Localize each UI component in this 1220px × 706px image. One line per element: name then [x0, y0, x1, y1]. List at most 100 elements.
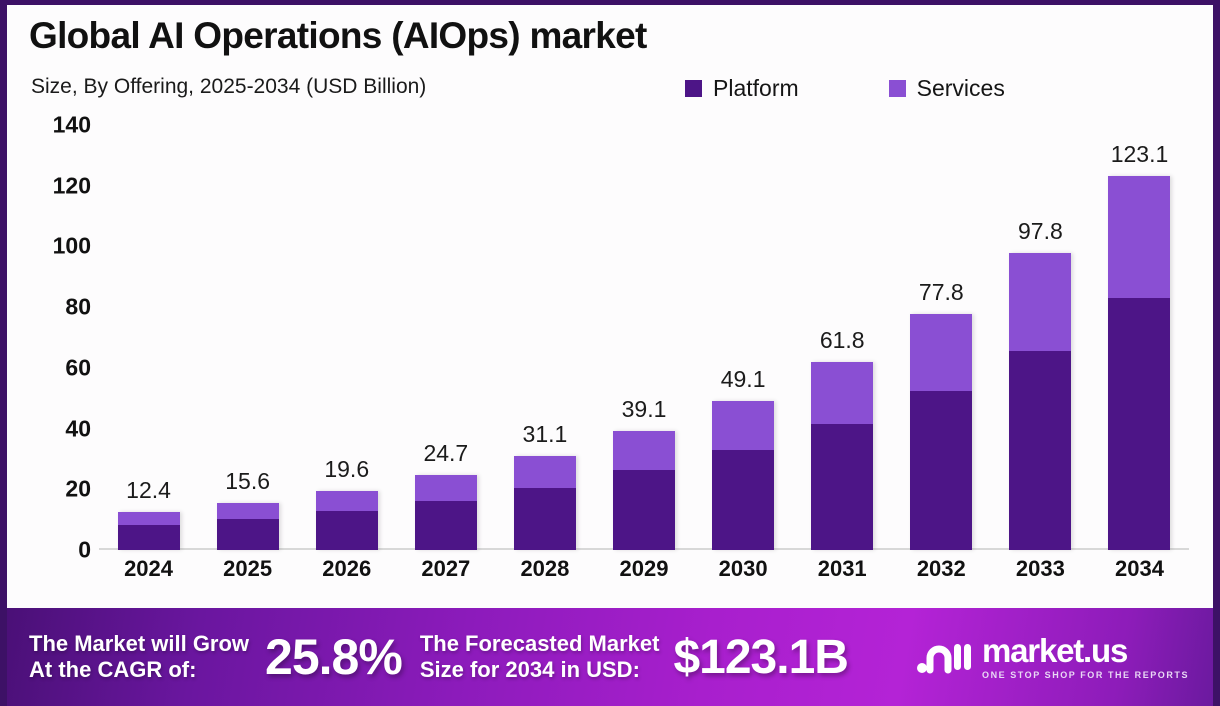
bar-group[interactable]: 31.1	[495, 125, 594, 550]
square-swatch-icon	[888, 80, 906, 97]
y-axis-tick: 40	[65, 415, 91, 442]
summary-banner: The Market will Grow At the CAGR of: 25.…	[7, 608, 1213, 706]
y-axis-tick: 60	[65, 354, 91, 381]
cagr-caption: The Market will Grow At the CAGR of:	[29, 631, 249, 683]
bar-stack[interactable]	[513, 455, 576, 550]
bar-total-label: 77.8	[918, 278, 964, 305]
x-axis-tick: 2025	[223, 556, 273, 581]
brand-logo[interactable]: market.us ONE STOP SHOP FOR THE REPORTS	[916, 634, 1197, 680]
chart-header: Global AI Operations (AIOps) market Size…	[7, 5, 1213, 117]
x-axis-tick: 2027	[421, 556, 471, 581]
chart-subtitle: Size, By Offering, 2025-2034 (USD Billio…	[31, 75, 427, 98]
bar-group[interactable]: 61.8	[793, 125, 892, 550]
logo-text: market.us ONE STOP SHOP FOR THE REPORTS	[982, 634, 1189, 680]
cagr-value: 25.8%	[265, 629, 403, 685]
bar-segment-services[interactable]	[513, 455, 576, 488]
bar-segment-platform[interactable]	[811, 424, 874, 550]
bar-segment-platform[interactable]	[216, 518, 279, 550]
bar-total-label: 12.4	[126, 477, 171, 504]
bar-series-container: 12.4 15.6 19.6 24.7 31.1 39.1 49.1 61.8 77.8 97.8…	[99, 125, 1189, 550]
cagr-caption-line1: The Market will Grow	[29, 631, 250, 657]
bar-segment-services[interactable]	[1108, 176, 1171, 298]
plot-area: 0 20 40 60 80 100 120 140 12.4 15.6 19.6 24.7 31.1 3…	[53, 112, 1189, 563]
bar-stack[interactable]	[1009, 253, 1072, 550]
x-axis-tick: 2033	[1015, 556, 1065, 581]
y-axis-tick: 20	[65, 475, 91, 502]
bar-segment-platform[interactable]	[1009, 350, 1072, 550]
logo-tagline: ONE STOP SHOP FOR THE REPORTS	[982, 670, 1189, 680]
bar-group[interactable]: 77.8	[892, 125, 991, 550]
bar-segment-platform[interactable]	[117, 525, 180, 550]
bar-total-label: 61.8	[819, 327, 865, 354]
legend-label: Services	[916, 75, 1005, 101]
bar-group[interactable]: 39.1	[594, 125, 693, 550]
x-axis-tick: 2034	[1115, 556, 1164, 581]
bar-segment-services[interactable]	[117, 512, 180, 526]
bar-stack[interactable]	[117, 512, 180, 550]
logo-name: market.us	[982, 632, 1128, 669]
y-axis-tick: 140	[52, 111, 91, 138]
bar-segment-platform[interactable]	[910, 391, 973, 550]
page-title: Global AI Operations (AIOps) market	[29, 15, 647, 56]
forecast-value: $123.1B	[673, 630, 848, 684]
forecast-caption-line2: Size for 2034 in USD:	[419, 657, 640, 682]
bar-total-label: 39.1	[621, 396, 667, 423]
y-axis-tick: 120	[52, 172, 91, 199]
bar-group[interactable]: 12.4	[99, 125, 198, 550]
bar-total-label: 19.6	[324, 455, 370, 482]
bar-segment-platform[interactable]	[712, 449, 775, 550]
x-axis-tick: 2029	[619, 556, 669, 581]
bar-segment-services[interactable]	[811, 362, 874, 425]
bar-segment-platform[interactable]	[1108, 297, 1171, 550]
forecast-caption: The Forecasted Market Size for 2034 in U…	[420, 631, 660, 683]
y-axis: 0 20 40 60 80 100 120 140	[11, 112, 91, 563]
bar-stack[interactable]	[910, 313, 973, 550]
bar-stack[interactable]	[216, 502, 279, 550]
bar-segment-services[interactable]	[613, 431, 676, 471]
x-axis-tick: 2031	[817, 556, 867, 581]
x-axis-tick: 2028	[520, 556, 570, 581]
bar-group[interactable]: 49.1	[694, 125, 793, 550]
bar-group[interactable]: 97.8	[991, 125, 1090, 550]
forecast-caption-line1: The Forecasted Market	[419, 631, 660, 657]
bar-stack[interactable]	[712, 400, 775, 550]
bar-segment-services[interactable]	[910, 313, 973, 392]
y-axis-tick: 80	[65, 293, 91, 320]
bar-segment-platform[interactable]	[315, 510, 378, 550]
bar-total-label: 123.1	[1110, 141, 1169, 168]
x-axis-tick: 2030	[718, 556, 768, 581]
y-axis-tick: 100	[52, 232, 91, 259]
bar-segment-platform[interactable]	[613, 470, 676, 550]
bar-stack[interactable]	[414, 475, 477, 550]
bar-stack[interactable]	[1108, 176, 1171, 550]
bar-total-label: 24.7	[423, 440, 469, 467]
legend-item-services[interactable]: Services	[888, 75, 1005, 102]
bar-segment-services[interactable]	[1009, 253, 1072, 351]
market-us-logomark-icon	[917, 644, 972, 674]
bar-total-label: 49.1	[720, 365, 766, 392]
bar-stack[interactable]	[315, 490, 378, 550]
bar-group[interactable]: 123.1	[1090, 125, 1189, 550]
x-axis-tick: 2024	[124, 556, 174, 581]
bar-group[interactable]: 24.7	[396, 125, 495, 550]
y-axis-tick: 0	[78, 536, 91, 563]
legend-item-platform[interactable]: Platform	[685, 75, 799, 102]
bar-stack[interactable]	[811, 362, 874, 550]
chart-legend: Platform Services	[685, 75, 1005, 102]
bar-group[interactable]: 15.6	[198, 125, 297, 550]
bar-total-label: 15.6	[225, 467, 271, 494]
bar-segment-services[interactable]	[712, 400, 775, 450]
bar-segment-services[interactable]	[315, 490, 378, 511]
bar-segment-platform[interactable]	[414, 500, 477, 550]
bar-segment-services[interactable]	[216, 502, 279, 519]
bar-group[interactable]: 19.6	[297, 125, 396, 550]
bar-segment-platform[interactable]	[513, 487, 576, 550]
bar-total-label: 97.8	[1018, 218, 1063, 245]
legend-label: Platform	[713, 75, 799, 101]
bar-total-label: 31.1	[522, 420, 568, 447]
bar-segment-services[interactable]	[414, 475, 477, 501]
bar-stack[interactable]	[613, 431, 676, 550]
x-axis-tick: 2026	[322, 556, 372, 581]
square-swatch-icon	[685, 80, 702, 97]
